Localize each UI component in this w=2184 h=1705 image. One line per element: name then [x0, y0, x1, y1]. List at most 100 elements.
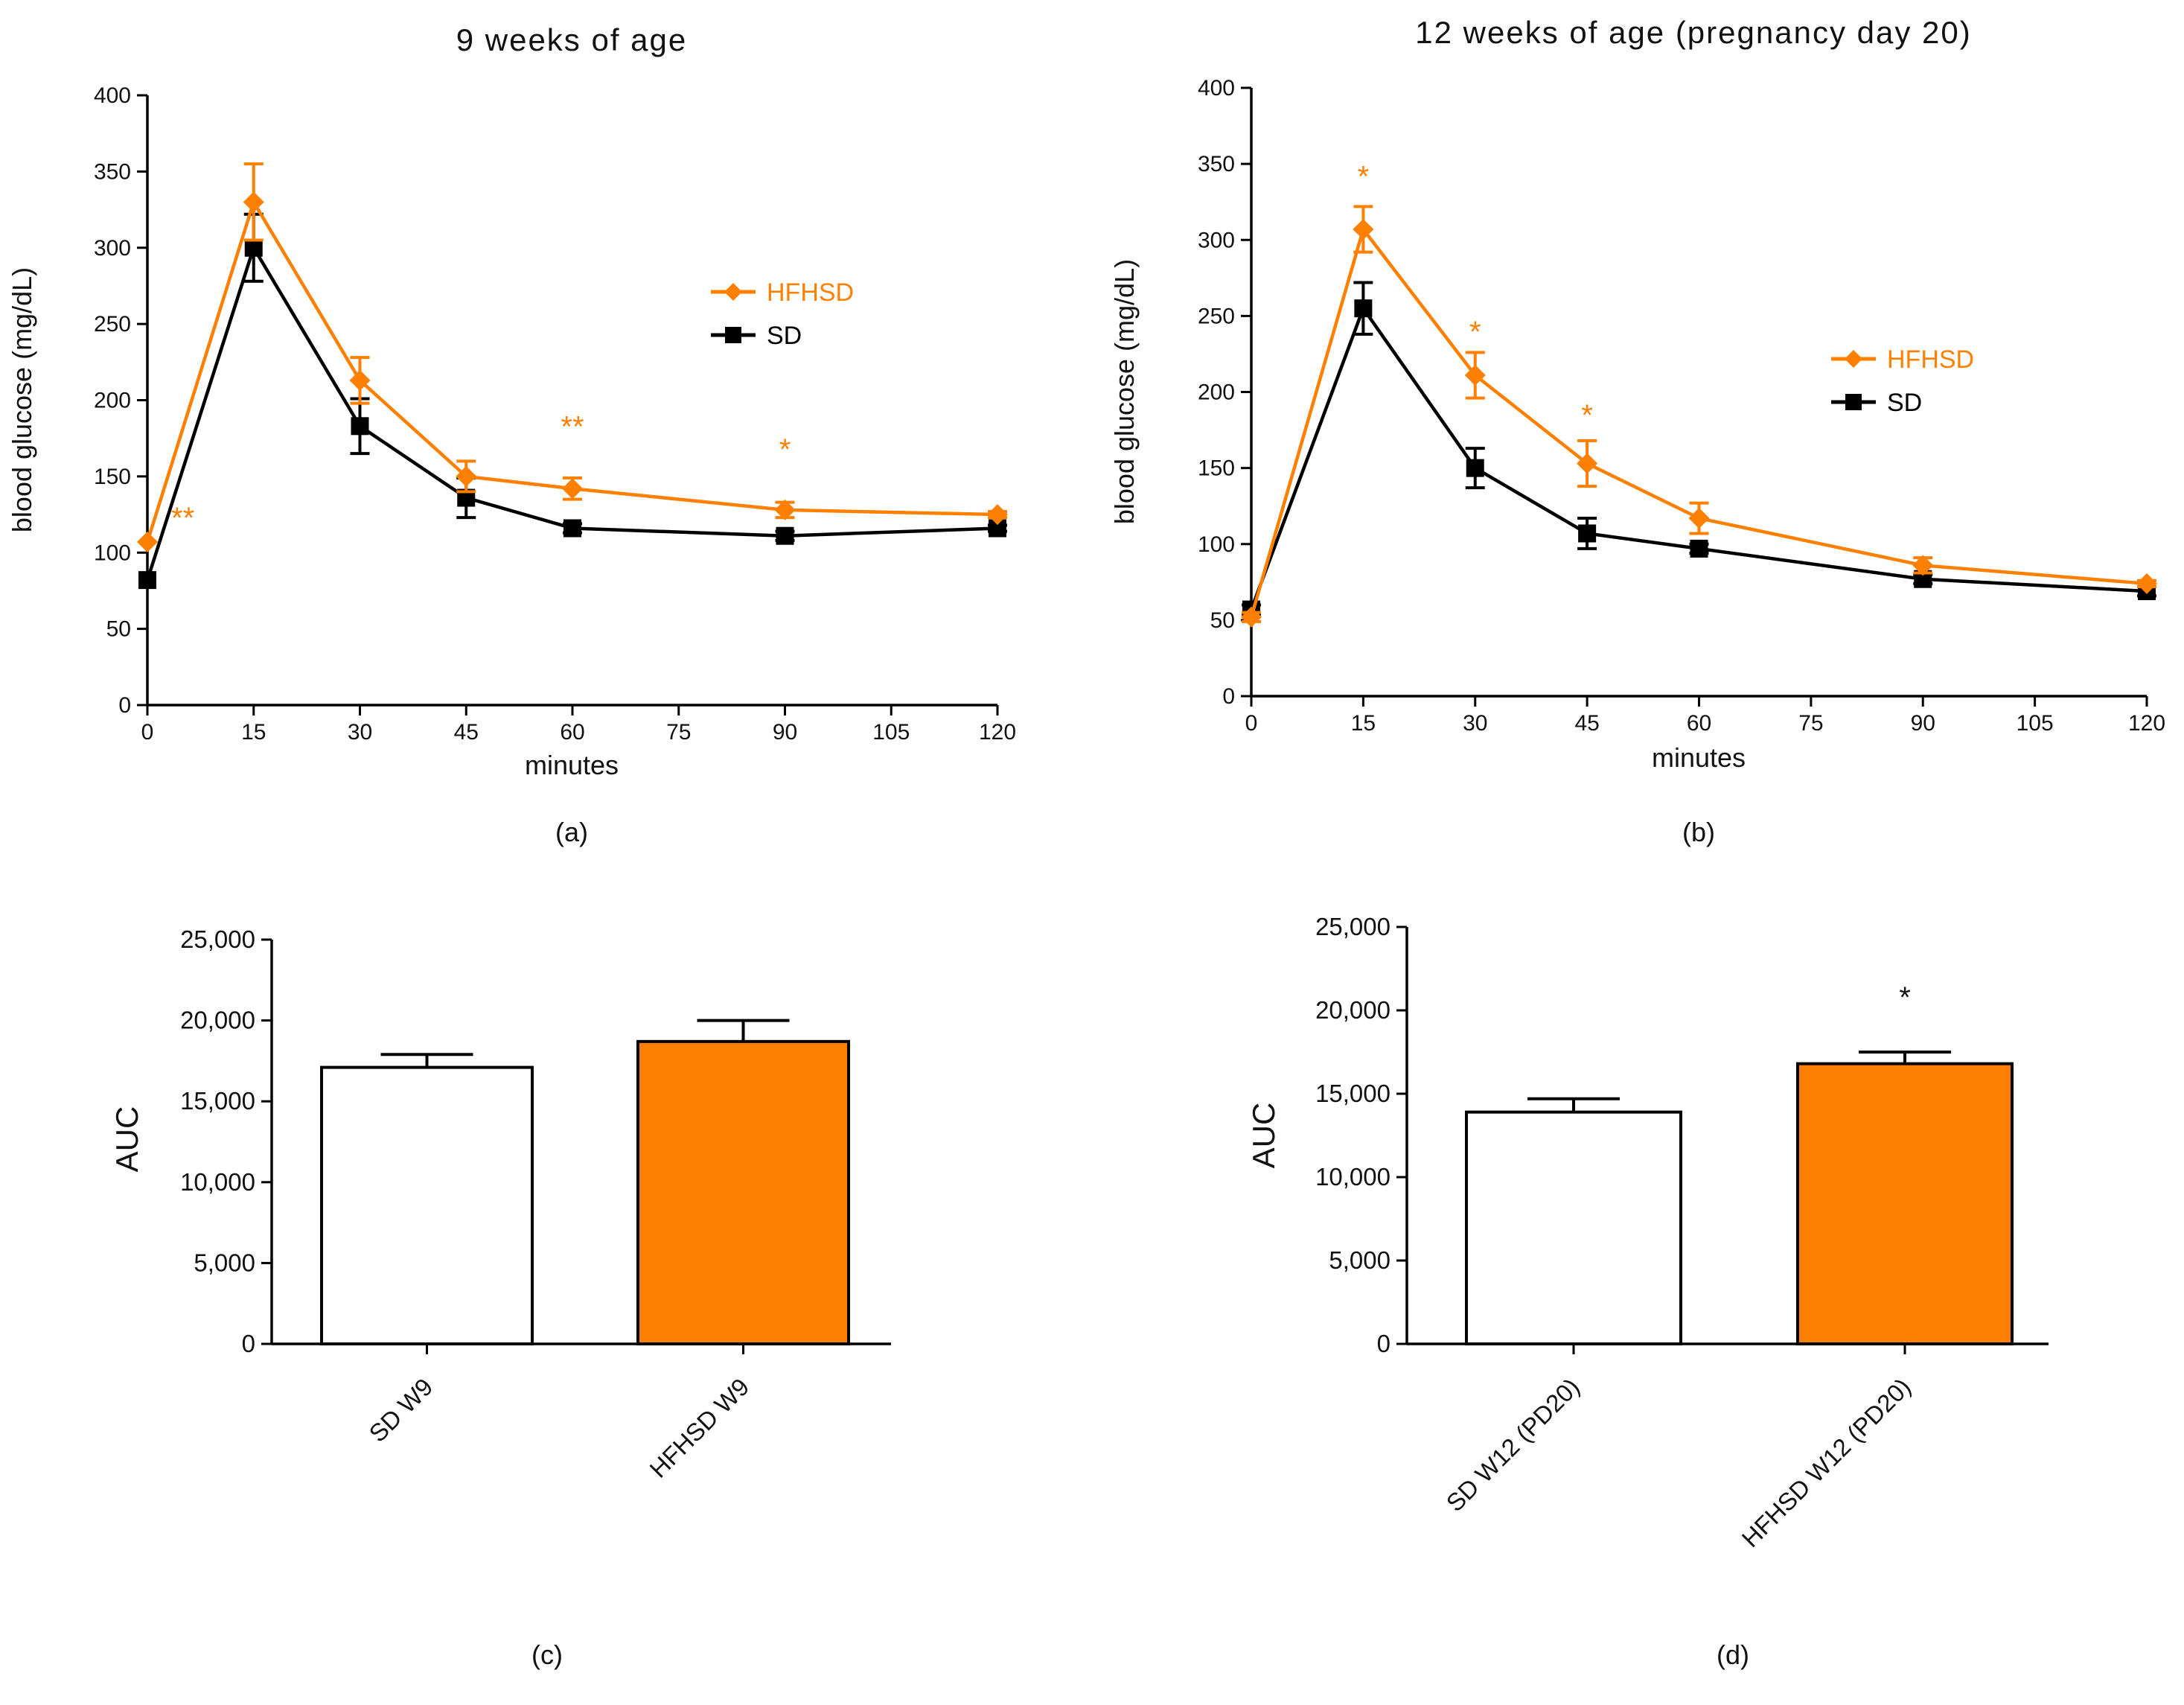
- data-point-hfhsd: [987, 504, 1008, 526]
- x-tick-label: 0: [141, 720, 154, 745]
- x-tick-label: 60: [1687, 711, 1711, 736]
- y-tick-label: 200: [1198, 380, 1235, 405]
- data-point-sd: [563, 519, 581, 538]
- panel-label: (c): [531, 1639, 563, 1670]
- y-tick-label: 350: [94, 159, 131, 184]
- y-tick-label: 10,000: [180, 1168, 255, 1196]
- y-axis-title: blood glucose (mg/dL): [1109, 259, 1140, 524]
- panel-label: (b): [1682, 817, 1715, 847]
- legend-marker: [1845, 350, 1862, 368]
- x-tick-label: 75: [1798, 711, 1823, 736]
- significance-marker: *: [1358, 160, 1370, 193]
- y-tick-label: 5,000: [194, 1249, 255, 1276]
- series-line-hfhsd: [1249, 226, 2148, 618]
- legend-marker: [1845, 394, 1862, 410]
- x-tick-label: 90: [773, 720, 797, 745]
- data-point-sd: [1354, 299, 1373, 318]
- chart-c-auc-9-weeks: 0 5,000 10,000 15,000 20,000 25,000 AUC SD W9 HF…: [109, 925, 891, 1670]
- data-point-hfhsd: [1577, 453, 1598, 474]
- panel-label: (d): [1717, 1639, 1749, 1670]
- bar-sd: [1465, 1110, 1682, 1345]
- y-tick-label: 100: [1198, 532, 1235, 557]
- y-tick-label: 25,000: [1315, 913, 1390, 940]
- x-tick-label: 45: [454, 720, 479, 745]
- data-point-hfhsd: [562, 478, 583, 500]
- category-label: HFHSD W12 (PD20): [1737, 1373, 1916, 1552]
- series-sd: [1242, 281, 2156, 619]
- data-point-hfhsd: [1464, 365, 1486, 386]
- y-tick-label: 0: [242, 1330, 255, 1357]
- x-tick-label: 120: [2128, 711, 2165, 736]
- x-tick-label: 75: [666, 720, 691, 745]
- series-sd: [138, 212, 1007, 590]
- chart-d-auc-12-weeks: 0 5,000 10,000 15,000 20,000 25,000 AUC SD W12 …: [1246, 913, 2049, 1670]
- y-tick-label: 200: [94, 389, 131, 413]
- series-hfhsd: [1241, 205, 2157, 628]
- y-tick-label: 20,000: [180, 1007, 255, 1034]
- bar-hfhsd: [636, 1039, 850, 1346]
- bar-hfhsd: [1796, 1062, 2014, 1346]
- y-tick-label: 0: [1377, 1330, 1390, 1357]
- data-point-sd: [351, 417, 369, 436]
- y-tick-label: 20,000: [1315, 996, 1390, 1024]
- x-axis-title: minutes: [525, 750, 619, 780]
- y-tick-label: 400: [94, 83, 131, 108]
- legend-entry-hfhsd: HFHSD: [1831, 345, 1974, 374]
- significance-marker: *: [1899, 981, 1911, 1014]
- legend-label: SD: [767, 322, 802, 350]
- data-point-sd: [1690, 539, 1708, 558]
- y-tick-label: 100: [94, 541, 131, 565]
- data-point-hfhsd: [1353, 218, 1374, 240]
- chart-title: 9 weeks of age: [456, 22, 688, 57]
- x-tick-label: 90: [1911, 711, 1935, 736]
- x-axis-title: minutes: [1652, 742, 1746, 773]
- x-tick-label: 105: [872, 720, 910, 745]
- x-tick-label: 0: [1245, 711, 1258, 736]
- x-tick-label: 15: [241, 720, 266, 745]
- y-tick-label: 350: [1198, 152, 1235, 176]
- legend-marker: [724, 283, 742, 301]
- y-axis-title: AUC: [1246, 1103, 1281, 1169]
- legend-entry-hfhsd: HFHSD: [711, 278, 854, 307]
- data-point-hfhsd: [456, 465, 477, 487]
- data-point-hfhsd: [243, 191, 264, 213]
- category-label: SD W12 (PD20): [1441, 1373, 1585, 1517]
- y-tick-label: 15,000: [1315, 1080, 1390, 1107]
- data-point-sd: [138, 571, 156, 590]
- y-tick-label: 150: [94, 465, 131, 489]
- y-tick-label: 0: [118, 693, 131, 718]
- legend-entry-sd: SD: [1831, 389, 1922, 417]
- legend-label: HFHSD: [767, 278, 854, 307]
- data-point-sd: [776, 526, 794, 545]
- y-tick-label: 400: [1198, 76, 1235, 101]
- x-tick-label: 45: [1574, 711, 1599, 736]
- data-point-sd: [1578, 524, 1597, 543]
- category-label: SD W9: [363, 1373, 438, 1447]
- series-line-sd: [1249, 305, 2148, 611]
- legend-label: HFHSD: [1887, 345, 1974, 374]
- y-tick-label: 300: [1198, 228, 1235, 252]
- data-point-hfhsd: [349, 369, 371, 391]
- significance-marker: *: [1581, 399, 1593, 432]
- y-tick-label: 50: [106, 617, 131, 642]
- x-tick-label: 60: [560, 720, 584, 745]
- data-point-hfhsd: [1241, 606, 1262, 628]
- chart-a-glucose-9-weeks: 9 weeks of age 0 50 100 150 200 250 300 350 400 0 1…: [7, 22, 1016, 847]
- significance-marker: *: [1469, 316, 1481, 348]
- y-tick-label: 5,000: [1329, 1246, 1390, 1274]
- significance-marker: *: [779, 433, 791, 466]
- data-point-sd: [244, 238, 263, 257]
- x-tick-label: 15: [1351, 711, 1376, 736]
- chart-title: 12 weeks of age (pregnancy day 20): [1415, 15, 1971, 50]
- x-tick-label: 30: [1463, 711, 1487, 736]
- y-tick-label: 250: [1198, 304, 1235, 328]
- legend-label: SD: [1887, 389, 1922, 417]
- data-point-hfhsd: [774, 499, 796, 520]
- chart-b-glucose-12-weeks: 12 weeks of age (pregnancy day 20) 0 50 100…: [1109, 15, 2165, 847]
- legend-entry-sd: SD: [711, 322, 802, 350]
- y-tick-label: 0: [1222, 684, 1235, 709]
- bar-sd: [320, 1065, 534, 1345]
- significance-marker: **: [171, 502, 194, 535]
- panel-label: (a): [555, 817, 588, 847]
